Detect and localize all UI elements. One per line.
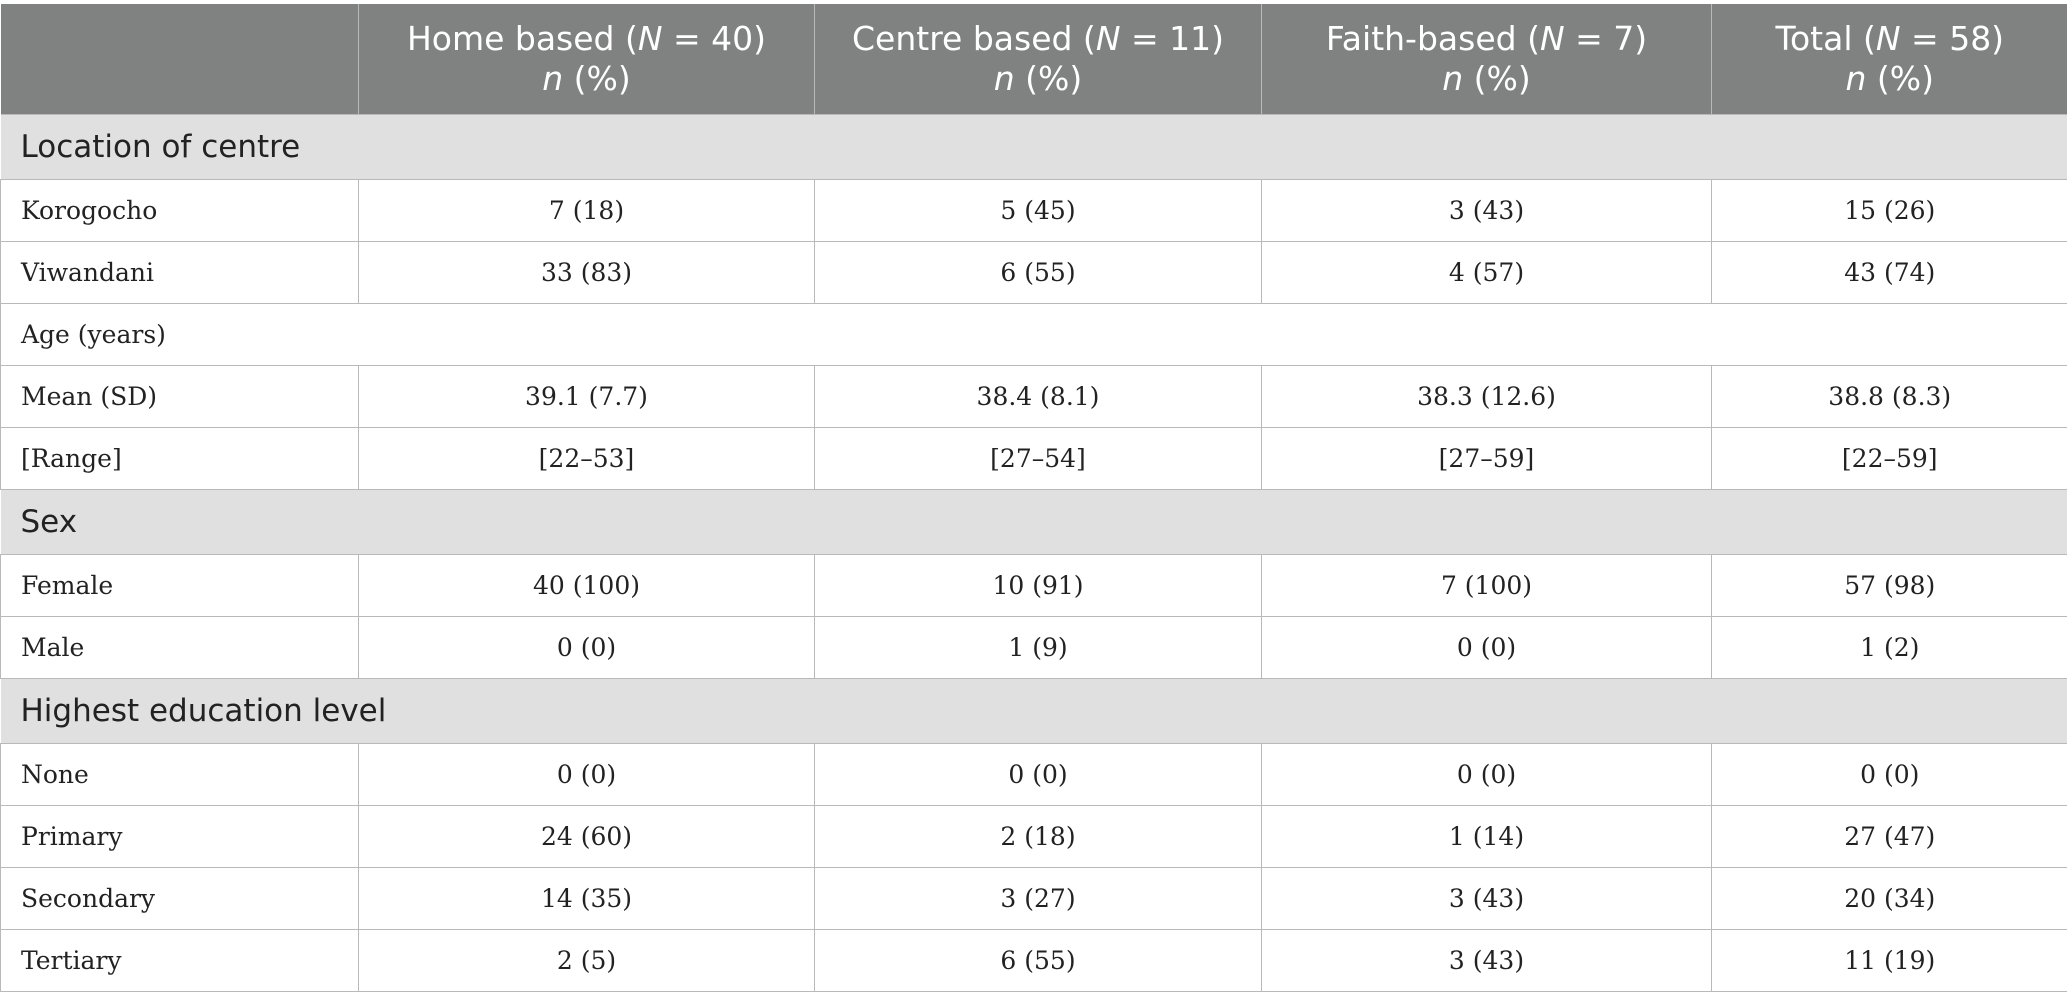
row-label: Korogocho (0, 178, 359, 242)
cell-faith-based: 3 (43) (1261, 178, 1712, 242)
header-count-text: = 40) (662, 18, 767, 58)
cell-total: 27 (47) (1711, 804, 2067, 868)
cell-centre-based: 38.4 (8.1) (814, 364, 1262, 428)
cell-centre-based: 6 (55) (814, 928, 1262, 992)
cell-total: [22–59] (1711, 426, 2067, 490)
cell-total: 15 (26) (1711, 178, 2067, 242)
section-label: Location of centre (0, 113, 2067, 180)
cell-faith-based: 0 (0) (1261, 742, 1712, 806)
row-label: Mean (SD) (0, 364, 359, 428)
header-sub-percent: (%) (1463, 58, 1531, 98)
header-sub-percent: (%) (1866, 58, 1935, 98)
header-sub-n: n (1442, 58, 1464, 98)
subheading-row-age: Age (years) (0, 302, 2067, 366)
cell-home-based: 33 (83) (358, 240, 815, 304)
table-row: Viwandani 33 (83) 6 (55) 4 (57) 43 (74) (0, 240, 2067, 304)
cell-faith-based: 3 (43) (1261, 928, 1712, 992)
cell-centre-based: 5 (45) (814, 178, 1262, 242)
header-sub-n: n (1845, 58, 1867, 98)
cell-centre-based: 0 (0) (814, 742, 1262, 806)
header-count-text: = 58) (1900, 18, 2005, 58)
cell-home-based: 7 (18) (358, 178, 815, 242)
cell-home-based: 0 (0) (358, 615, 815, 679)
header-sub-percent: (%) (563, 58, 631, 98)
cell-faith-based: 38.3 (12.6) (1261, 364, 1712, 428)
table-row: [Range] [22–53] [27–54] [27–59] [22–59] (0, 426, 2067, 490)
cell-home-based: 0 (0) (358, 742, 815, 806)
table-row: Female 40 (100) 10 (91) 7 (100) 57 (98) (0, 553, 2067, 617)
row-label: Viwandani (0, 240, 359, 304)
cell-centre-based: 6 (55) (814, 240, 1262, 304)
cell-total: 11 (19) (1711, 928, 2067, 992)
cell-faith-based: 1 (14) (1261, 804, 1712, 868)
row-label: None (0, 742, 359, 806)
section-label: Sex (0, 488, 2067, 555)
header-n-symbol: N (637, 18, 663, 58)
table-header: Home based (N = 40) n (%) Centre based (… (0, 4, 2067, 114)
header-total: Total (N = 58) n (%) (1711, 4, 2067, 114)
cell-centre-based: 2 (18) (814, 804, 1262, 868)
header-title-text: Home based ( (406, 18, 638, 58)
cell-home-based: 40 (100) (358, 553, 815, 617)
cell-total: 57 (98) (1711, 553, 2067, 617)
row-label: [Range] (0, 426, 359, 490)
header-faith-based: Faith-based (N = 7) n (%) (1261, 4, 1712, 114)
table-row: Mean (SD) 39.1 (7.7) 38.4 (8.1) 38.3 (12… (0, 364, 2067, 428)
header-centre-based: Centre based (N = 11) n (%) (814, 4, 1262, 114)
header-n-symbol: N (1875, 18, 1901, 58)
cell-faith-based: 4 (57) (1261, 240, 1712, 304)
cell-centre-based: 10 (91) (814, 553, 1262, 617)
header-title-text: Centre based ( (852, 18, 1096, 58)
row-label: Male (0, 615, 359, 679)
header-row: Home based (N = 40) n (%) Centre based (… (0, 4, 2067, 114)
header-sub-percent: (%) (1014, 58, 1083, 98)
table-row: Primary 24 (60) 2 (18) 1 (14) 27 (47) (0, 804, 2067, 868)
table-row: Korogocho 7 (18) 5 (45) 3 (43) 15 (26) (0, 178, 2067, 242)
table-row: Tertiary 2 (5) 6 (55) 3 (43) 11 (19) (0, 928, 2067, 992)
table-body: Location of centre Korogocho 7 (18) 5 (4… (0, 113, 2067, 992)
cell-total: 38.8 (8.3) (1711, 364, 2067, 428)
cell-faith-based: [27–59] (1261, 426, 1712, 490)
cell-centre-based: 3 (27) (814, 866, 1262, 930)
header-title-text: Faith-based ( (1325, 18, 1540, 58)
row-label: Primary (0, 804, 359, 868)
subheading-label: Age (years) (0, 302, 2067, 366)
row-label: Tertiary (0, 928, 359, 992)
header-sub-n: n (993, 58, 1015, 98)
header-corner-cell (0, 4, 359, 114)
cell-home-based: 24 (60) (358, 804, 815, 868)
table-row: Secondary 14 (35) 3 (27) 3 (43) 20 (34) (0, 866, 2067, 930)
row-label: Female (0, 553, 359, 617)
cell-total: 0 (0) (1711, 742, 2067, 806)
section-row-sex: Sex (0, 488, 2067, 555)
cell-home-based: 39.1 (7.7) (358, 364, 815, 428)
characteristics-table: Home based (N = 40) n (%) Centre based (… (0, 4, 2067, 992)
cell-home-based: [22–53] (358, 426, 815, 490)
cell-total: 1 (2) (1711, 615, 2067, 679)
header-count-text: = 11) (1120, 18, 1224, 58)
row-label: Secondary (0, 866, 359, 930)
header-title-text: Total ( (1775, 18, 1876, 58)
cell-total: 20 (34) (1711, 866, 2067, 930)
table-row: None 0 (0) 0 (0) 0 (0) 0 (0) (0, 742, 2067, 806)
cell-centre-based: [27–54] (814, 426, 1262, 490)
section-row-education: Highest education level (0, 677, 2067, 744)
section-label: Highest education level (0, 677, 2067, 744)
table-row: Male 0 (0) 1 (9) 0 (0) 1 (2) (0, 615, 2067, 679)
cell-home-based: 14 (35) (358, 866, 815, 930)
section-row-location: Location of centre (0, 113, 2067, 180)
header-count-text: = 7) (1564, 18, 1648, 58)
header-n-symbol: N (1095, 18, 1121, 58)
cell-faith-based: 0 (0) (1261, 615, 1712, 679)
header-n-symbol: N (1539, 18, 1565, 58)
cell-home-based: 2 (5) (358, 928, 815, 992)
header-home-based: Home based (N = 40) n (%) (358, 4, 815, 114)
cell-faith-based: 7 (100) (1261, 553, 1712, 617)
cell-centre-based: 1 (9) (814, 615, 1262, 679)
cell-faith-based: 3 (43) (1261, 866, 1712, 930)
cell-total: 43 (74) (1711, 240, 2067, 304)
header-sub-n: n (542, 58, 564, 98)
